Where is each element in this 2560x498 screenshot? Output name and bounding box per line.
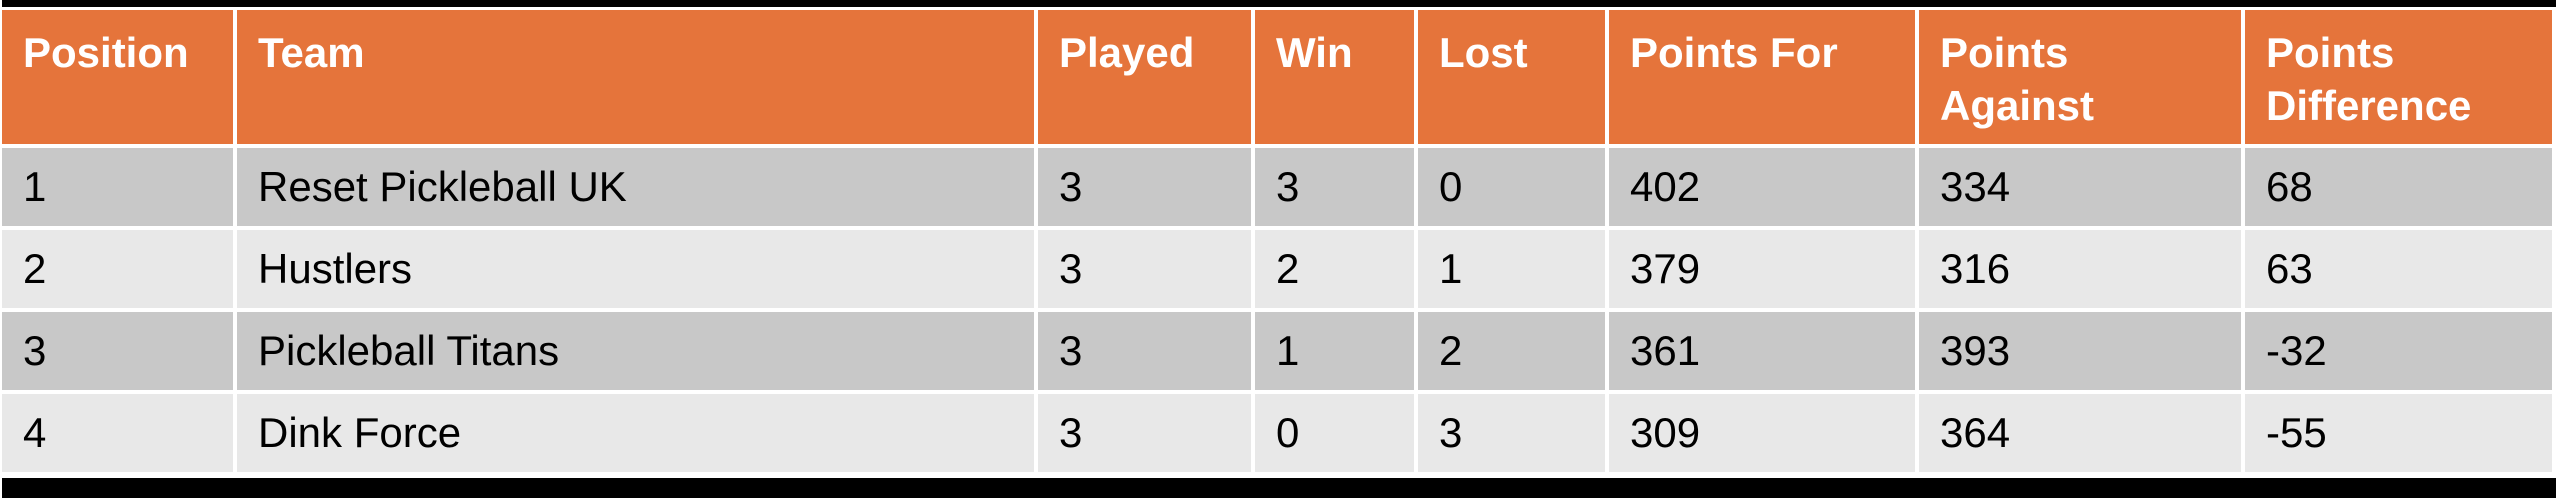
cell-win: 2 xyxy=(1255,230,1414,308)
cell-position: 2 xyxy=(2,230,233,308)
cell-played: 3 xyxy=(1038,394,1251,472)
cell-win: 0 xyxy=(1255,394,1414,472)
cell-lost: 2 xyxy=(1418,312,1605,390)
cell-team: Hustlers xyxy=(237,230,1034,308)
cell-win: 3 xyxy=(1255,148,1414,226)
cell-points-difference: 68 xyxy=(2245,148,2552,226)
cell-points-against: 316 xyxy=(1919,230,2241,308)
cell-points-against: 334 xyxy=(1919,148,2241,226)
cell-position: 1 xyxy=(2,148,233,226)
cell-points-for: 309 xyxy=(1609,394,1915,472)
cell-points-for: 361 xyxy=(1609,312,1915,390)
cell-position: 3 xyxy=(2,312,233,390)
cell-played: 3 xyxy=(1038,312,1251,390)
table-bottom-border xyxy=(2,478,2556,498)
header-cell-points-for: Points For xyxy=(1609,10,1915,144)
cell-played: 3 xyxy=(1038,148,1251,226)
cell-played: 3 xyxy=(1038,230,1251,308)
cell-points-difference: -32 xyxy=(2245,312,2552,390)
cell-lost: 1 xyxy=(1418,230,1605,308)
header-cell-team: Team xyxy=(237,10,1034,144)
cell-team: Pickleball Titans xyxy=(237,312,1034,390)
cell-points-against: 364 xyxy=(1919,394,2241,472)
header-cell-win: Win xyxy=(1255,10,1414,144)
cell-lost: 0 xyxy=(1418,148,1605,226)
header-cell-position: Position xyxy=(2,10,233,144)
header-cell-played: Played xyxy=(1038,10,1251,144)
header-cell-points-difference: Points Difference xyxy=(2245,10,2552,144)
cell-lost: 3 xyxy=(1418,394,1605,472)
cell-points-difference: 63 xyxy=(2245,230,2552,308)
cell-points-difference: -55 xyxy=(2245,394,2552,472)
cell-position: 4 xyxy=(2,394,233,472)
cell-win: 1 xyxy=(1255,312,1414,390)
header-cell-points-against: Points Against xyxy=(1919,10,2241,144)
cell-points-for: 379 xyxy=(1609,230,1915,308)
table-grid: Position Team Played Win Lost Points For… xyxy=(2,10,2552,472)
table-top-border xyxy=(2,0,2556,7)
cell-points-for: 402 xyxy=(1609,148,1915,226)
cell-team: Reset Pickleball UK xyxy=(237,148,1034,226)
cell-points-against: 393 xyxy=(1919,312,2241,390)
cell-team: Dink Force xyxy=(237,394,1034,472)
header-cell-lost: Lost xyxy=(1418,10,1605,144)
